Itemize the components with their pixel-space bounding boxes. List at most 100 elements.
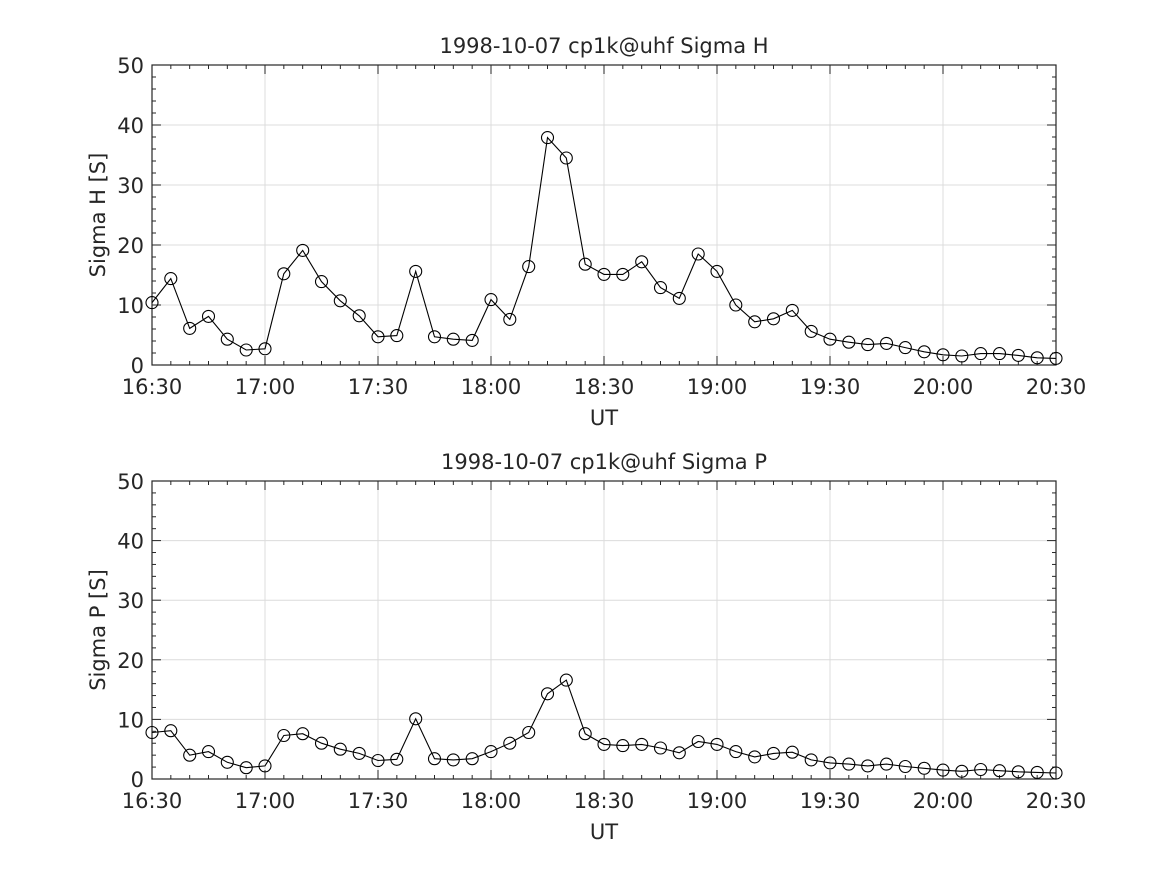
data-point — [352, 309, 366, 323]
data-point — [314, 275, 329, 289]
y-tick-label: 50 — [117, 470, 144, 494]
x-tick-label: 19:30 — [800, 375, 861, 399]
data-point — [522, 260, 536, 274]
data-point — [1049, 351, 1063, 365]
y-tick-label: 20 — [117, 649, 144, 673]
x-tick-label: 20:30 — [1026, 375, 1087, 399]
data-point — [540, 687, 555, 701]
data-point — [371, 330, 385, 344]
data-point — [296, 243, 310, 257]
data-point — [974, 762, 988, 777]
chart-panel-sigma-h: 16:30 17:00 17:30 18:00 18:30 19:00 19:30 20:00… — [86, 34, 1086, 430]
x-tick-label: 17:00 — [235, 375, 296, 399]
data-point — [446, 753, 460, 767]
data-point — [823, 332, 837, 346]
x-tick-label: 19:00 — [687, 789, 748, 813]
data-point — [766, 312, 781, 326]
data-point — [333, 294, 347, 308]
data-point — [1030, 765, 1044, 779]
x-axis-label: UT — [590, 820, 618, 844]
data-point — [879, 757, 894, 771]
data-point — [503, 312, 517, 326]
data-point — [635, 737, 649, 751]
x-tick-label: 17:30 — [348, 789, 409, 813]
x-tick-label: 18:00 — [461, 375, 522, 399]
data-point — [691, 247, 705, 261]
chart-panel-sigma-p: 16:30 17:00 17:30 18:00 18:30 19:00 19:30 20:00… — [86, 450, 1086, 844]
data-point — [691, 734, 705, 749]
data-point — [748, 750, 762, 764]
data-point — [258, 342, 272, 356]
data-point — [277, 728, 291, 743]
data-point — [503, 736, 517, 750]
data-point — [992, 764, 1007, 778]
data-point — [672, 746, 686, 760]
data-point — [239, 343, 253, 357]
y-tick-label: 50 — [117, 54, 144, 78]
data-point — [314, 736, 329, 750]
y-tick-label: 10 — [117, 294, 144, 318]
data-point — [710, 737, 724, 751]
data-point — [164, 272, 178, 286]
data-point — [540, 131, 555, 145]
data-point — [653, 741, 668, 755]
data-point — [635, 255, 649, 269]
data-point — [465, 752, 479, 766]
data-point — [879, 336, 894, 350]
y-tick-label: 0 — [131, 768, 144, 792]
data-point — [258, 759, 272, 773]
data-point — [465, 333, 479, 347]
y-tick-label: 0 — [131, 354, 144, 378]
data-point — [183, 321, 197, 335]
x-tick-label: 18:30 — [574, 789, 635, 813]
data-point — [371, 753, 385, 768]
data-point — [785, 303, 799, 317]
x-tick-label: 19:30 — [800, 789, 861, 813]
data-point — [974, 347, 988, 361]
y-tick-label: 40 — [117, 114, 144, 138]
data-point — [804, 753, 818, 767]
data-point — [1030, 351, 1044, 365]
chart-title: 1998-10-07 cp1k@uhf Sigma P — [441, 450, 767, 474]
data-point — [578, 727, 592, 741]
y-tick-label: 40 — [117, 530, 144, 554]
data-point — [559, 673, 573, 687]
data-point — [653, 281, 668, 295]
data-point — [917, 761, 931, 775]
x-tick-label: 17:00 — [235, 789, 296, 813]
data-point — [616, 267, 630, 281]
data-point — [559, 151, 573, 165]
data-point — [936, 348, 950, 362]
x-tick-label: 18:30 — [574, 375, 635, 399]
data-point — [898, 341, 912, 355]
data-point — [936, 763, 950, 777]
data-point — [672, 291, 686, 305]
data-point — [220, 755, 234, 769]
y-tick-label: 10 — [117, 708, 144, 732]
data-point — [729, 298, 743, 312]
data-point — [785, 745, 799, 759]
data-point — [164, 724, 178, 738]
data-point — [239, 761, 253, 775]
data-point — [201, 745, 216, 759]
data-point — [390, 752, 404, 766]
y-tick-label: 30 — [117, 174, 144, 198]
data-point — [522, 725, 536, 740]
data-point — [597, 267, 611, 281]
x-tick-label: 20:30 — [1026, 789, 1087, 813]
data-point — [484, 745, 498, 759]
x-tick-label: 20:00 — [913, 789, 974, 813]
data-point — [427, 752, 442, 766]
data-point — [597, 737, 611, 751]
data-point — [145, 296, 159, 310]
data-point — [842, 335, 856, 349]
data-point — [578, 257, 592, 271]
x-tick-label: 16:30 — [122, 789, 183, 813]
y-tick-label: 20 — [117, 234, 144, 258]
data-point — [616, 739, 630, 753]
x-tick-label: 20:00 — [913, 375, 974, 399]
data-point — [955, 764, 969, 778]
data-point — [427, 330, 442, 344]
data-point — [842, 757, 856, 771]
